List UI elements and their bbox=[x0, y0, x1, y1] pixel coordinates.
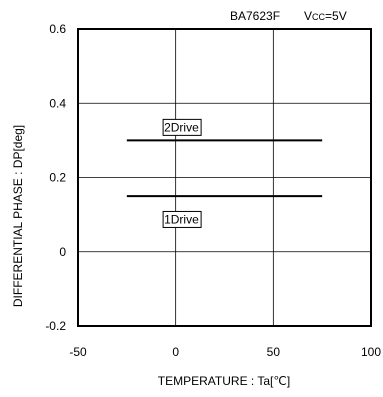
plot-frame bbox=[77, 28, 372, 327]
y-tick-label: 0 bbox=[59, 245, 66, 259]
x-tick-label: 50 bbox=[267, 345, 281, 359]
x-tick-label: 0 bbox=[172, 345, 179, 359]
y-axis-label: DIFFERENTIAL PHASE : DP[deg] bbox=[11, 125, 25, 307]
x-axis-label: TEMPERATURE : Ta[℃] bbox=[158, 374, 290, 388]
series bbox=[126, 139, 323, 198]
chart-condition: VCC=5V bbox=[304, 9, 347, 23]
x-tick-label: 100 bbox=[361, 345, 381, 359]
axes: -50 0 50 100 -0.2 0 0.2 0.4 0.6 bbox=[45, 22, 381, 359]
x-tick-label: -50 bbox=[69, 345, 87, 359]
series-label: 2Drive bbox=[164, 120, 199, 134]
chart-part-number: BA7623F bbox=[230, 9, 280, 23]
grid bbox=[78, 29, 371, 326]
y-tick-label: -0.2 bbox=[45, 319, 66, 333]
series-labels: 2Drive 1Drive bbox=[162, 118, 202, 228]
series-label-box bbox=[162, 210, 202, 228]
y-tick-label: 0.4 bbox=[49, 96, 66, 110]
series-label: 1Drive bbox=[164, 212, 199, 226]
y-tick-label: 0.2 bbox=[49, 171, 66, 185]
y-tick-label: 0.6 bbox=[49, 22, 66, 36]
series-label-box bbox=[162, 118, 202, 136]
